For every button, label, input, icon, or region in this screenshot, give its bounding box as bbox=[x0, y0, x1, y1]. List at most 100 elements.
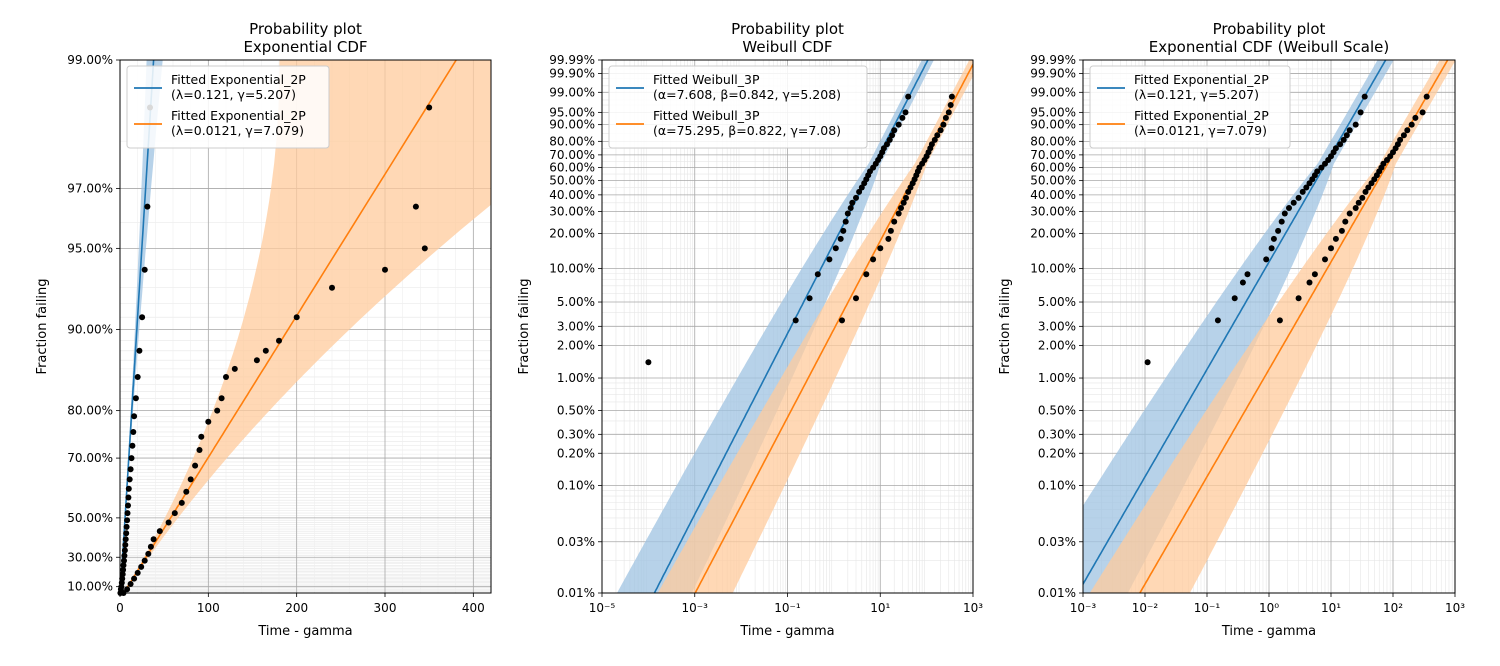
y-tick-label: 99.00% bbox=[549, 85, 595, 99]
legend: Fitted Exponential_2P(λ=0.121, γ=5.207)F… bbox=[1089, 65, 1291, 149]
data-point bbox=[814, 271, 821, 278]
y-tick-label: 50.00% bbox=[67, 511, 113, 525]
data-point bbox=[945, 109, 952, 116]
data-point bbox=[130, 429, 137, 435]
x-tick-label: 10⁻² bbox=[1132, 601, 1159, 615]
y-tick-label: 50.00% bbox=[549, 174, 595, 188]
y-tick-label: 30.00% bbox=[549, 205, 595, 219]
y-tick-label: 0.03% bbox=[1038, 535, 1076, 549]
data-point bbox=[125, 494, 132, 501]
data-point bbox=[156, 528, 163, 535]
y-tick-label: 1.00% bbox=[1038, 371, 1076, 385]
data-point bbox=[1290, 199, 1297, 206]
data-point bbox=[826, 256, 833, 263]
data-point bbox=[849, 199, 856, 206]
data-points bbox=[645, 93, 955, 366]
data-point bbox=[1342, 218, 1349, 225]
data-point bbox=[1343, 132, 1350, 139]
data-point bbox=[902, 109, 909, 116]
data-point bbox=[1263, 256, 1270, 263]
data-point bbox=[139, 314, 146, 321]
x-tick-label: 400 bbox=[462, 601, 485, 615]
data-point bbox=[1359, 194, 1366, 201]
y-tick-label: 90.00% bbox=[1030, 118, 1076, 132]
y-tick-label: 99.00% bbox=[1030, 85, 1076, 99]
data-point bbox=[853, 194, 859, 201]
legend-label: Fitted Weibull_3P bbox=[653, 72, 760, 87]
y-tick-label: 30.00% bbox=[67, 550, 113, 564]
data-point bbox=[147, 543, 154, 550]
data-point bbox=[124, 517, 131, 524]
data-point bbox=[150, 536, 157, 543]
data-point bbox=[121, 547, 128, 554]
data-point bbox=[1352, 205, 1359, 211]
data-point bbox=[931, 136, 938, 143]
legend-params: (λ=0.121, γ=5.207) bbox=[171, 87, 296, 102]
data-point bbox=[1338, 227, 1345, 234]
data-point bbox=[262, 347, 269, 354]
y-tick-label: 80.00% bbox=[549, 134, 595, 148]
data-point bbox=[1295, 295, 1302, 302]
data-point bbox=[329, 284, 335, 291]
confidence-band-1 bbox=[617, 60, 934, 593]
data-point bbox=[853, 295, 859, 302]
data-point bbox=[231, 365, 238, 372]
data-point bbox=[1346, 210, 1353, 217]
data-point bbox=[895, 121, 902, 128]
x-tick-label: 10⁻¹ bbox=[1194, 601, 1221, 615]
data-point bbox=[900, 199, 907, 206]
y-tick-label: 0.20% bbox=[1038, 446, 1076, 460]
y-tick-label: 80.00% bbox=[67, 404, 113, 418]
y-tick-label: 99.90% bbox=[1030, 66, 1076, 80]
data-point bbox=[120, 566, 127, 573]
tick-labels: 10.00% 30.00% 50.00% 70.00% 80.00% 90.00% 95.0… bbox=[67, 53, 485, 615]
legend-params: (λ=0.0121, γ=7.079) bbox=[171, 123, 304, 138]
data-point bbox=[128, 455, 135, 462]
data-point bbox=[884, 141, 890, 148]
data-point bbox=[134, 374, 141, 380]
data-point bbox=[1270, 235, 1277, 242]
data-point bbox=[792, 317, 799, 324]
data-point bbox=[1244, 271, 1251, 278]
data-point bbox=[187, 476, 194, 483]
data-point bbox=[832, 245, 839, 252]
data-point bbox=[138, 563, 145, 570]
data-point bbox=[123, 523, 130, 530]
y-tick-label: 0.10% bbox=[557, 479, 595, 493]
data-point bbox=[1299, 188, 1306, 195]
data-point bbox=[948, 93, 955, 100]
y-tick-label: 0.50% bbox=[557, 403, 595, 417]
y-axis-label: Fraction failing bbox=[35, 279, 50, 375]
data-point bbox=[1281, 210, 1288, 217]
legend-params: (λ=0.0121, γ=7.079) bbox=[1134, 123, 1267, 138]
data-point bbox=[136, 347, 143, 354]
y-tick-label: 90.00% bbox=[549, 118, 595, 132]
y-tick-label: 10.00% bbox=[549, 261, 595, 275]
data-point bbox=[205, 418, 212, 425]
y-tick-label: 5.00% bbox=[557, 295, 595, 309]
data-point bbox=[1275, 227, 1282, 234]
data-point bbox=[1322, 256, 1328, 263]
data-point bbox=[1419, 109, 1426, 116]
data-point bbox=[1303, 184, 1310, 191]
data-point bbox=[1362, 188, 1369, 195]
data-point bbox=[1380, 160, 1387, 167]
y-tick-label: 95.00% bbox=[549, 105, 595, 119]
data-point bbox=[124, 510, 131, 517]
data-point bbox=[196, 447, 203, 453]
y-tick-label: 60.00% bbox=[549, 161, 595, 175]
data-point bbox=[885, 235, 892, 242]
chart-subtitle: Exponential CDF bbox=[243, 38, 367, 56]
data-points bbox=[1144, 93, 1430, 366]
data-point bbox=[192, 462, 199, 469]
legend-label: Fitted Exponential_2P bbox=[171, 72, 306, 87]
data-point bbox=[806, 295, 813, 302]
data-point bbox=[126, 476, 133, 483]
data-point bbox=[276, 337, 282, 344]
legend-label: Fitted Weibull_3P bbox=[653, 108, 760, 123]
x-axis-label: Time - gamma bbox=[739, 624, 834, 639]
data-point bbox=[1231, 295, 1238, 302]
x-tick-label: 10⁻³ bbox=[1070, 601, 1097, 615]
tick-labels: 0.01% 0.03% 0.10% 0.20% 0.30% 0.50% 1.00% 2.00%… bbox=[1030, 53, 1465, 615]
y-tick-label: 40.00% bbox=[549, 188, 595, 202]
